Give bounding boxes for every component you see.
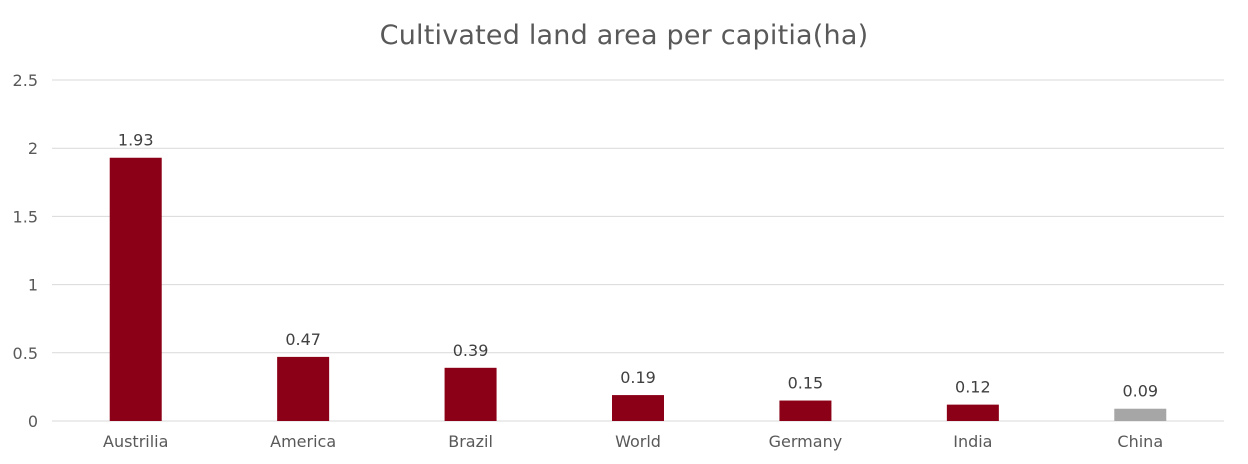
data-label-america: 0.47 [285,330,321,349]
y-tick-label: 0.5 [13,344,38,363]
y-tick-label: 2 [28,139,38,158]
data-label-austrilia: 1.93 [118,131,154,150]
bar-austrilia [109,157,162,422]
x-tick-label-austrilia: Austrilia [103,432,168,451]
bar-germany [779,400,832,421]
data-label-world: 0.19 [620,368,656,387]
y-tick-label: 0 [28,412,38,431]
data-label-india: 0.12 [955,378,991,397]
data-label-brazil: 0.39 [453,341,489,360]
y-tick-label: 2.5 [13,71,38,90]
x-tick-label-china: China [1117,432,1163,451]
bar-india [946,404,999,421]
bar-america [277,356,330,421]
y-tick-label: 1.5 [13,207,38,226]
x-tick-label-brazil: Brazil [448,432,493,451]
x-tick-label-america: America [270,432,336,451]
bar-china [1114,408,1167,421]
data-label-germany: 0.15 [788,374,824,393]
data-label-china: 0.09 [1122,382,1158,401]
x-tick-label-germany: Germany [769,432,843,451]
chart-title: Cultivated land area per capitia(ha) [379,20,869,51]
y-tick-label: 1 [28,276,38,295]
x-tick-label-world: World [615,432,661,451]
x-tick-label-india: India [953,432,992,451]
bar-brazil [444,367,497,421]
bar-world [612,395,664,421]
